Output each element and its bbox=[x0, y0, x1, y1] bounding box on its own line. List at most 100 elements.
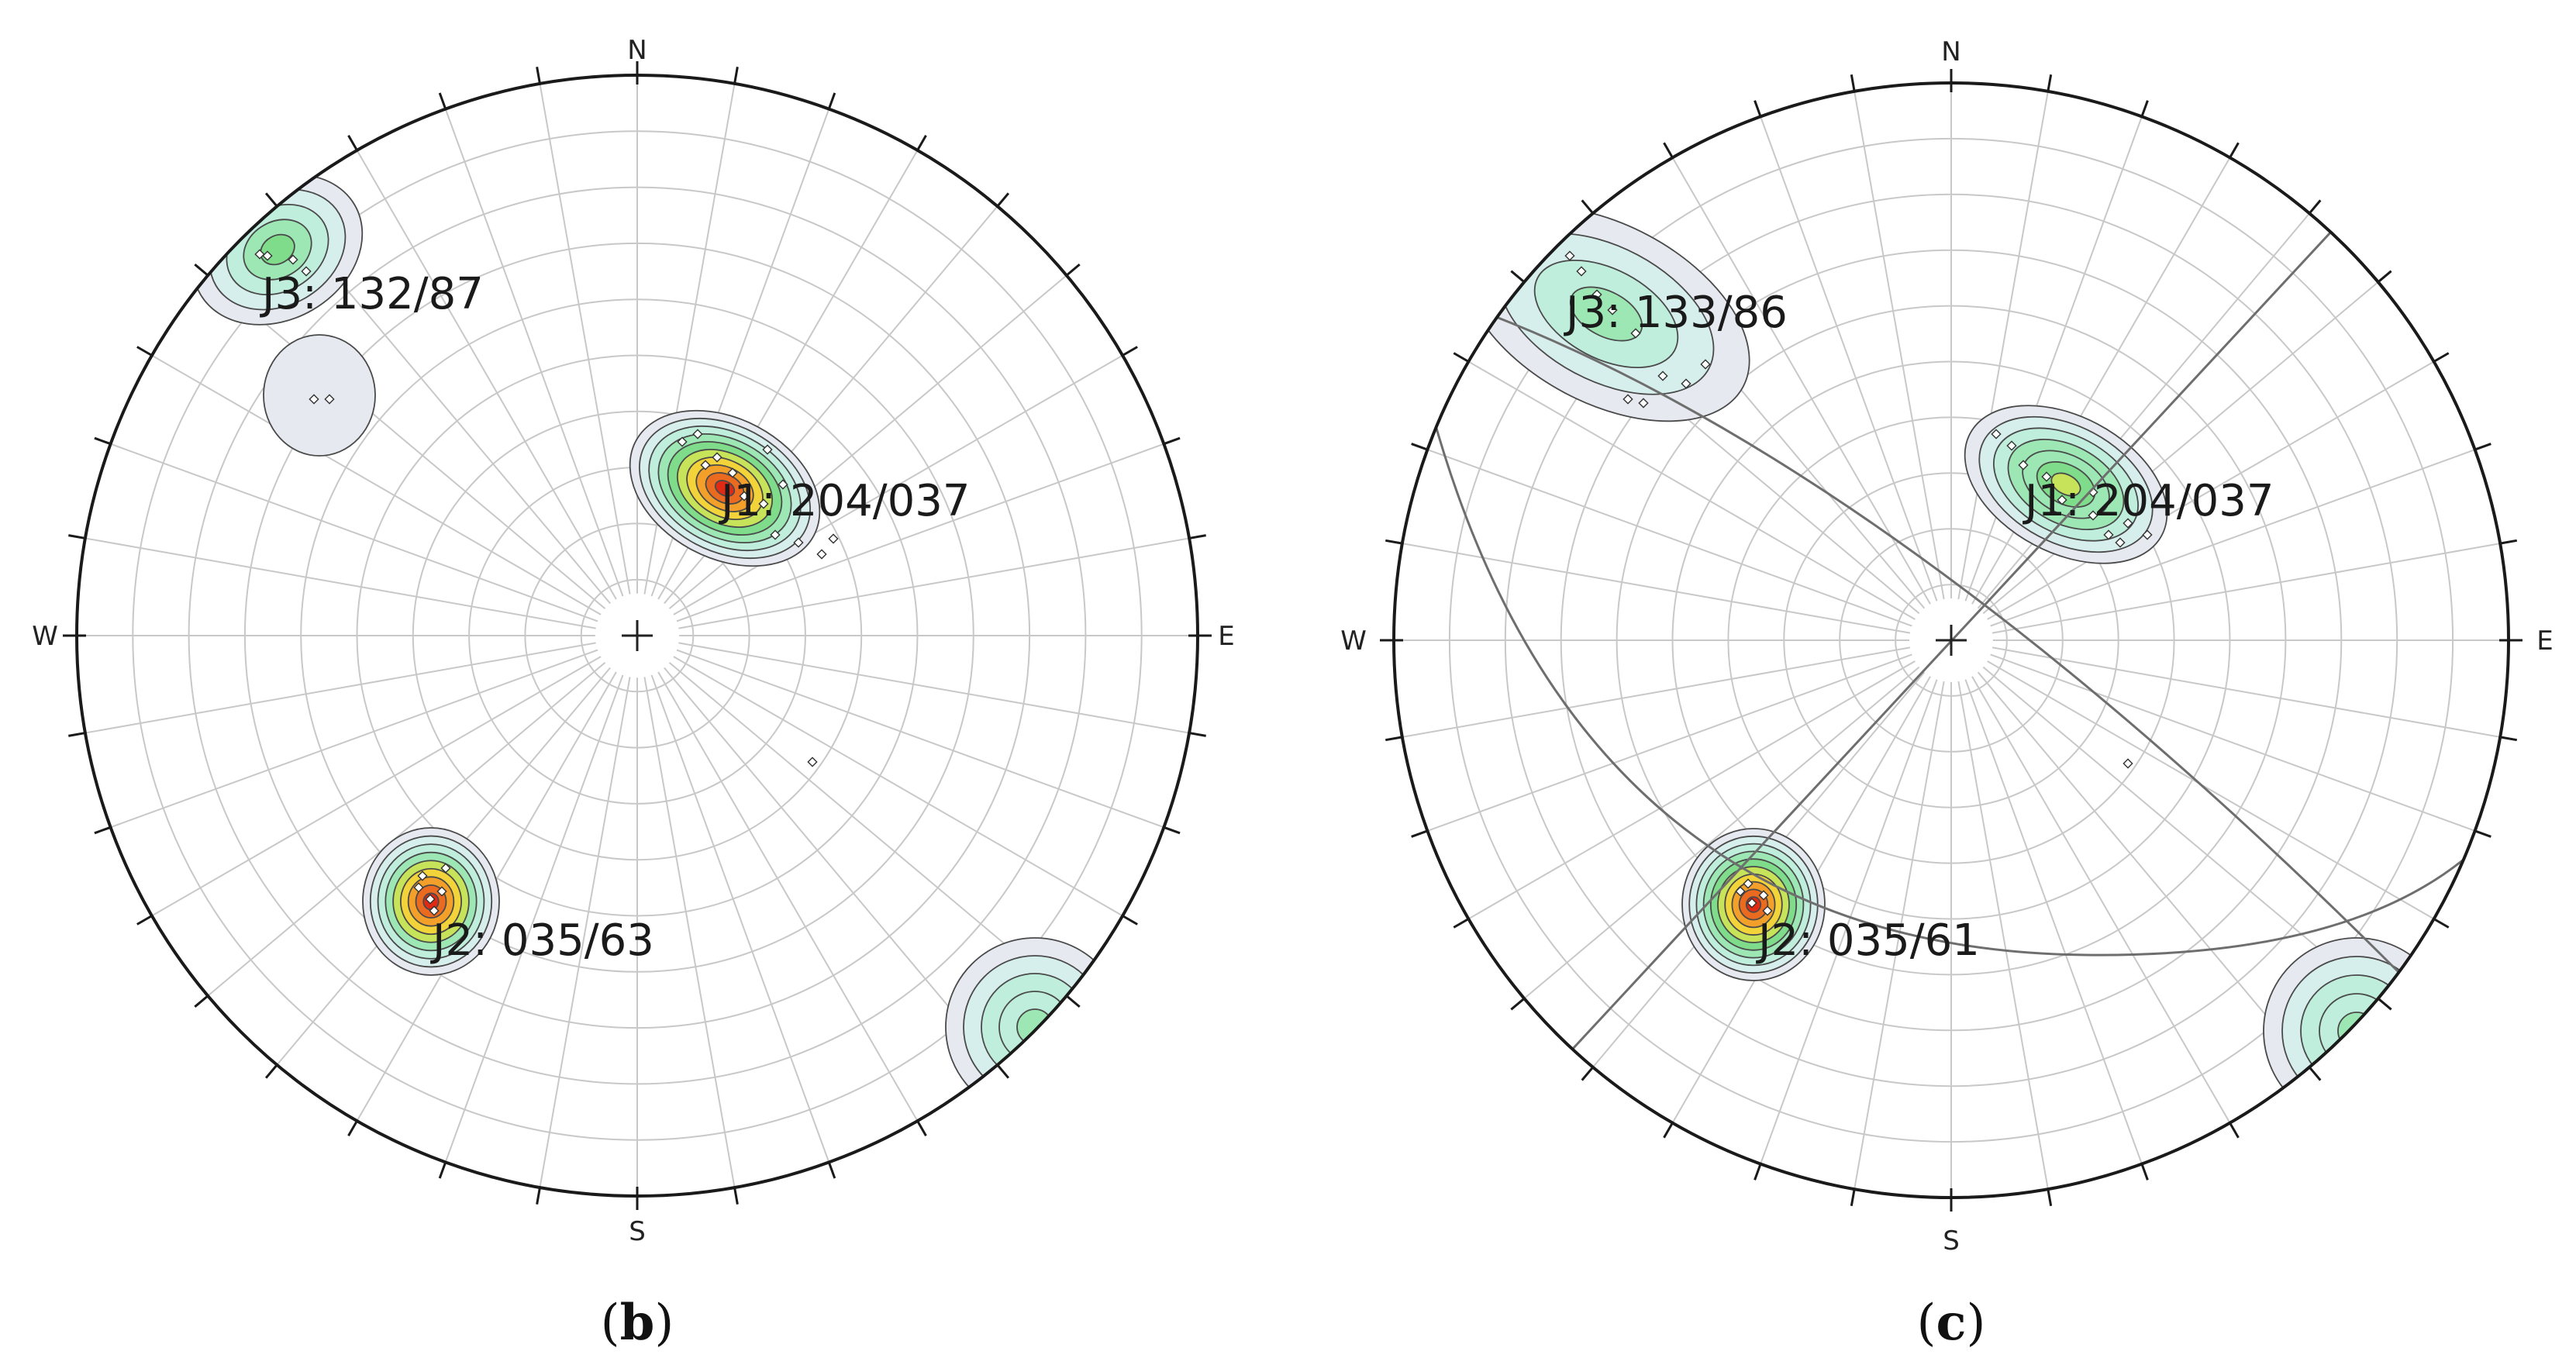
pole-marker bbox=[692, 429, 703, 439]
density-cluster-J3-antipode bbox=[945, 937, 1125, 1117]
pole-marker bbox=[2088, 510, 2098, 521]
density-cluster-J3-lobe bbox=[263, 334, 376, 457]
grid-radial bbox=[668, 662, 1067, 997]
pole-marker bbox=[1991, 429, 2002, 439]
perimeter-tick bbox=[1850, 74, 1856, 92]
contour-level bbox=[2337, 1012, 2376, 1050]
perimeter-tick bbox=[2047, 74, 2053, 92]
grid-radial bbox=[676, 649, 1164, 829]
perimeter-tick bbox=[1510, 270, 1526, 283]
grid-radial bbox=[1990, 653, 2475, 832]
grid-radial bbox=[678, 537, 1190, 629]
grid-radial bbox=[1760, 679, 1938, 1164]
pole-marker bbox=[1607, 305, 1618, 315]
grid-radial bbox=[151, 354, 602, 615]
pole-marker bbox=[2123, 758, 2133, 769]
grid-radial bbox=[1957, 91, 2049, 600]
pole-marker bbox=[727, 467, 738, 478]
pole-marker bbox=[417, 870, 428, 881]
grid-radial bbox=[1467, 660, 1916, 920]
pole-marker bbox=[2123, 518, 2133, 529]
perimeter-tick bbox=[136, 915, 153, 926]
grid-radial bbox=[1991, 543, 2501, 634]
perimeter-tick bbox=[194, 263, 209, 277]
perimeter-ticks bbox=[1380, 69, 2523, 1212]
pole-marker bbox=[762, 444, 773, 455]
grid-radial bbox=[664, 667, 998, 1066]
pole-marker bbox=[1591, 289, 1602, 300]
perimeter-tick bbox=[1163, 436, 1181, 446]
perimeter-tick bbox=[347, 135, 358, 151]
perimeter-tick bbox=[1385, 736, 1403, 742]
grid-radial bbox=[110, 649, 598, 829]
perimeter-tick bbox=[264, 1063, 278, 1079]
pole-marker bbox=[770, 529, 781, 540]
compass-north: N bbox=[627, 35, 647, 66]
grid-radial bbox=[444, 109, 624, 597]
perimeter-tick bbox=[2140, 100, 2149, 117]
perimeter-tick bbox=[438, 92, 447, 110]
pole-marker bbox=[816, 549, 827, 560]
pole-marker bbox=[324, 394, 335, 405]
perimeter-tick bbox=[2474, 443, 2492, 451]
pole-marker bbox=[739, 491, 750, 502]
perimeter-tick bbox=[733, 67, 739, 84]
grid-radial bbox=[444, 674, 624, 1163]
pole-marker bbox=[677, 436, 688, 447]
grid-radial bbox=[1427, 449, 1912, 627]
grid-radial bbox=[1760, 116, 1938, 601]
pole-marker bbox=[1735, 886, 1746, 897]
pole-marker bbox=[440, 863, 451, 874]
compass-west: W bbox=[1340, 626, 1367, 657]
pole-marker bbox=[828, 533, 839, 544]
density-cluster-J3 bbox=[191, 174, 364, 326]
perimeter-tick bbox=[1188, 732, 1206, 737]
pole-marker bbox=[1576, 266, 1587, 277]
perimeter-tick bbox=[1850, 1188, 1856, 1207]
pole-marker bbox=[254, 249, 265, 260]
great-circle-plane-J3 bbox=[1431, 414, 2486, 957]
perimeter-tick bbox=[2499, 736, 2518, 742]
perimeter-tick bbox=[1122, 346, 1138, 357]
grid-radial bbox=[1964, 116, 2143, 601]
grid-radial bbox=[1957, 681, 2049, 1190]
perimeter-tick bbox=[1581, 199, 1594, 215]
perimeter-tick bbox=[827, 92, 836, 110]
density-contours bbox=[191, 174, 1125, 1117]
perimeter-tick bbox=[2474, 829, 2492, 838]
grid-radial bbox=[1402, 646, 1911, 738]
grid-radial bbox=[657, 671, 919, 1122]
compass-east: E bbox=[1218, 621, 1234, 652]
pole-marker bbox=[1638, 398, 1649, 408]
grid-radial bbox=[1990, 449, 2475, 627]
center-cross bbox=[1936, 625, 1967, 656]
pole-marker bbox=[1762, 905, 1773, 916]
contour-level bbox=[1569, 286, 1643, 342]
pole-marker bbox=[1564, 250, 1575, 261]
perimeter-tick bbox=[68, 534, 86, 539]
perimeter-tick bbox=[827, 1161, 836, 1179]
grid-radial bbox=[678, 642, 1190, 734]
set-label-j1: J1: 204/037 bbox=[2023, 476, 2274, 526]
grid-radial bbox=[356, 150, 617, 600]
grid-radial bbox=[151, 656, 602, 917]
perimeter-tick bbox=[2499, 539, 2518, 545]
set-label-j3: J3: 132/87 bbox=[260, 269, 484, 319]
perimeter-tick bbox=[1754, 1163, 1762, 1181]
pole-marker bbox=[1758, 890, 1769, 901]
grid-radial bbox=[650, 674, 830, 1163]
pole-marker bbox=[2006, 440, 2017, 451]
contour-level bbox=[2050, 472, 2081, 497]
pole-marker bbox=[288, 254, 298, 265]
compass-west: W bbox=[32, 621, 58, 652]
grid-radial bbox=[1854, 91, 1945, 600]
compass-south: S bbox=[629, 1216, 646, 1247]
pole-marker bbox=[700, 460, 711, 471]
grid-radial bbox=[1982, 281, 2379, 615]
perimeter-tick bbox=[2229, 1122, 2240, 1139]
pole-marker bbox=[758, 498, 769, 509]
pole-marker bbox=[2103, 529, 2114, 540]
grid-radial bbox=[1402, 543, 1911, 634]
perimeter-tick bbox=[1453, 352, 1470, 363]
